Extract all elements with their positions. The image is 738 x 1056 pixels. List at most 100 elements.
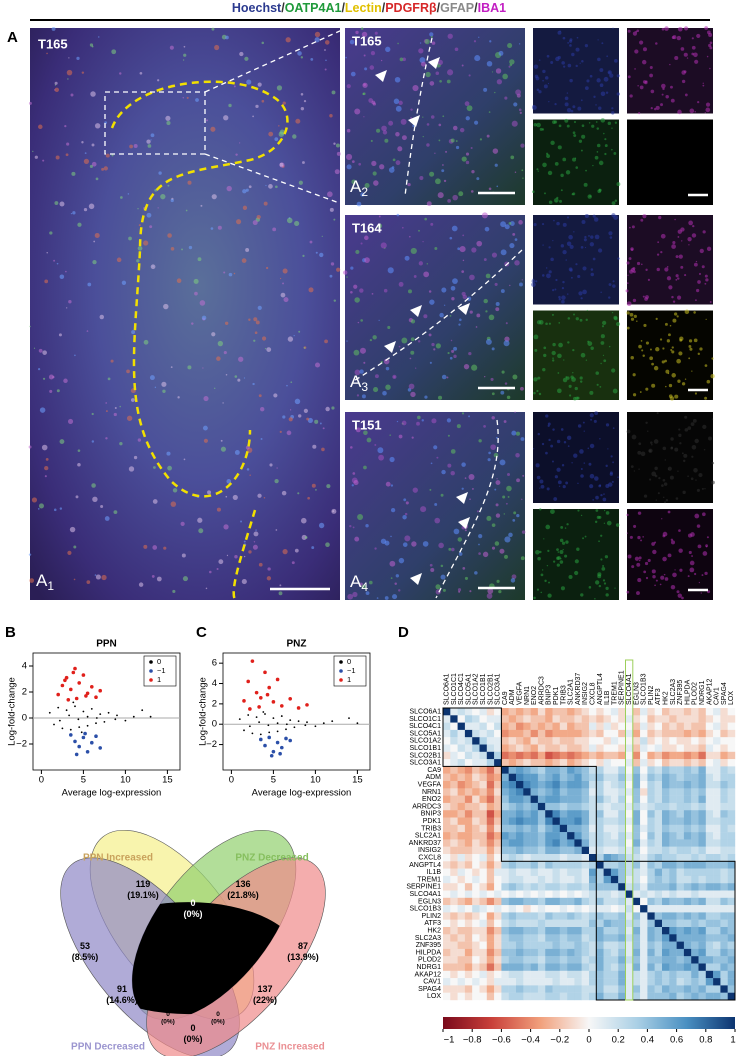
texture-dot (695, 299, 697, 301)
heatmap-cell (582, 920, 590, 928)
texture-dot (632, 267, 635, 270)
heatmap-cell (480, 861, 488, 869)
texture-dot (607, 448, 608, 449)
heatmap-cell (589, 971, 597, 979)
heatmap-cell (523, 745, 531, 753)
texture-dot (550, 509, 555, 514)
heatmap-cell (553, 759, 561, 767)
texture-dot (71, 172, 75, 176)
heatmap-cell (567, 781, 575, 789)
texture-dot (697, 280, 701, 284)
texture-dot (694, 514, 699, 519)
heatmap-cell (618, 839, 626, 847)
set-label: PPN Decreased (71, 1042, 145, 1053)
heatmap-cell (574, 869, 582, 877)
heatmap-cell (501, 781, 509, 789)
texture-dot (430, 223, 433, 226)
heatmap-cell (523, 956, 531, 964)
texture-dot (656, 580, 658, 582)
texture-dot (637, 451, 641, 455)
texture-dot (451, 449, 456, 454)
texture-dot (603, 355, 604, 356)
heatmap-cell (531, 876, 539, 884)
heatmap-cell (472, 912, 480, 920)
heatmap-cell (713, 832, 721, 840)
heatmap-cell (472, 891, 480, 899)
heatmap-cell (458, 876, 466, 884)
heatmap-cell (611, 993, 619, 1001)
heatmap-cell (677, 774, 685, 782)
texture-dot (519, 43, 520, 44)
heatmap-cell (611, 971, 619, 979)
heatmap-cell (633, 934, 641, 942)
texture-dot (397, 43, 399, 45)
texture-dot (364, 236, 369, 241)
heatmap-cell (596, 774, 604, 782)
texture-dot (429, 333, 432, 336)
row-label: NRN1 (422, 789, 441, 796)
texture-dot (447, 69, 453, 75)
heatmap-cell (647, 737, 655, 745)
texture-dot (374, 444, 376, 446)
heatmap-cell (691, 993, 699, 1001)
heatmap-cell (596, 752, 604, 760)
heatmap-cell (640, 964, 648, 972)
heatmap-cell (465, 803, 473, 811)
texture-dot (279, 131, 284, 136)
heatmap-cell (706, 985, 714, 993)
heatmap-cell (677, 978, 685, 986)
texture-dot (601, 42, 603, 44)
heatmap-cell (618, 920, 626, 928)
heatmap-cell (531, 861, 539, 869)
point (72, 702, 74, 704)
texture-dot (639, 40, 643, 44)
heatmap-cell (604, 723, 612, 731)
texture-dot (600, 363, 601, 364)
texture-dot (664, 267, 668, 271)
texture-dot (326, 484, 330, 488)
point (69, 688, 73, 692)
heatmap-cell (443, 898, 451, 906)
texture-dot (698, 473, 702, 477)
heatmap-cell (691, 949, 699, 957)
texture-dot (29, 102, 32, 105)
texture-dot (539, 480, 543, 484)
heatmap-cell (706, 766, 714, 774)
texture-dot (573, 131, 576, 134)
row-label: SLCO1A2 (409, 738, 441, 745)
heatmap-cell (472, 985, 480, 993)
texture-dot (507, 43, 512, 48)
heatmap-cell (640, 905, 648, 913)
heatmap-cell (567, 905, 575, 913)
heatmap-cell (487, 861, 495, 869)
heatmap-cell (545, 737, 553, 745)
texture-dot (424, 396, 427, 399)
heatmap-cell (567, 861, 575, 869)
heatmap-cell (633, 745, 641, 753)
image-index: 2 (361, 185, 368, 199)
texture-dot (206, 588, 207, 589)
texture-dot (574, 121, 576, 123)
texture-dot (34, 348, 35, 349)
column-label: AKAP12 (706, 678, 713, 705)
image-letter: A (350, 572, 362, 591)
heatmap-cell (720, 942, 728, 950)
heatmap-cell (706, 818, 714, 826)
texture-dot (628, 555, 632, 559)
heatmap-cell (582, 730, 590, 738)
texture-dot (670, 349, 672, 351)
texture-dot (542, 443, 544, 445)
column-label: SLCO5A1 (465, 673, 472, 705)
heatmap-cell (560, 934, 568, 942)
heatmap-cell (640, 715, 648, 723)
heatmap-cell (450, 730, 458, 738)
texture-dot (705, 112, 706, 113)
heatmap-cell (713, 847, 721, 855)
heatmap-cell (604, 745, 612, 753)
texture-dot (701, 592, 702, 593)
heatmap-cell (596, 942, 604, 950)
texture-dot (552, 359, 554, 361)
texture-dot (702, 265, 705, 268)
heatmap-cell (465, 883, 473, 891)
texture-dot (571, 377, 576, 382)
